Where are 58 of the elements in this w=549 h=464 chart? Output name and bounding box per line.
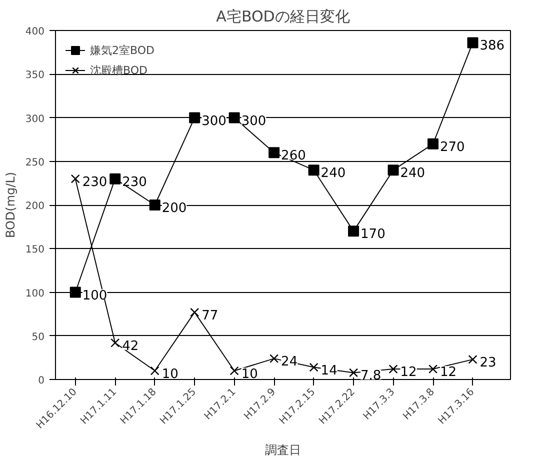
legend-label: 嫌気2室BOD [90,42,154,58]
point [467,37,478,48]
point [149,200,160,210]
point [428,364,438,374]
data-label: 12 [440,365,457,380]
point [268,147,280,158]
data-label: 10 [162,366,178,382]
y-tick-label: 0 [38,376,45,386]
data-label: 7.8 [360,368,382,384]
data-label: 10 [241,366,258,382]
point [190,308,200,317]
chart-title: A宅BODの経日変化 [216,8,350,26]
point [388,364,398,374]
y-axis-title: BOD(mg/L) [3,172,18,238]
y-tick-label: 400 [25,26,45,38]
data-label: 300 [202,114,226,129]
point [189,112,200,124]
point [228,112,240,124]
data-label: 12 [400,365,417,380]
data-label: 100 [82,288,108,304]
point [308,164,320,176]
y-tick-label: 150 [25,244,45,256]
legend-label: 沈殿槽BOD [90,62,148,78]
point [70,174,80,184]
data-label: 240 [320,166,346,182]
data-label: 170 [360,227,386,242]
data-label: 386 [480,38,505,54]
point [348,226,360,237]
point [110,173,121,184]
point [70,286,81,298]
y-tick-label: 200 [25,201,45,212]
point [110,338,120,348]
point [150,366,160,376]
data-label: 240 [400,166,426,182]
data-label: 230 [82,174,108,190]
data-label: 42 [122,338,139,354]
data-label: 230 [122,174,147,190]
data-label: 300 [241,114,266,129]
data-label: 200 [162,201,187,216]
point [468,354,478,364]
point [349,368,358,378]
data-label: 23 [480,355,496,370]
point [388,164,399,176]
data-label: 14 [320,363,338,378]
y-tick-label: 100 [25,288,45,300]
point [230,366,239,376]
data-label: 270 [440,140,465,155]
y-tick-label: 50 [32,332,45,343]
point [428,138,439,150]
y-tick-label: 250 [25,157,45,168]
point [309,362,318,372]
data-label: 24 [281,354,298,370]
y-tick-label: 350 [25,70,45,82]
point [270,354,279,364]
data-label: 260 [281,148,306,164]
y-tick-label: 300 [25,114,45,125]
data-label: 77 [202,308,218,324]
x-axis-title: 調査日 [265,443,301,458]
